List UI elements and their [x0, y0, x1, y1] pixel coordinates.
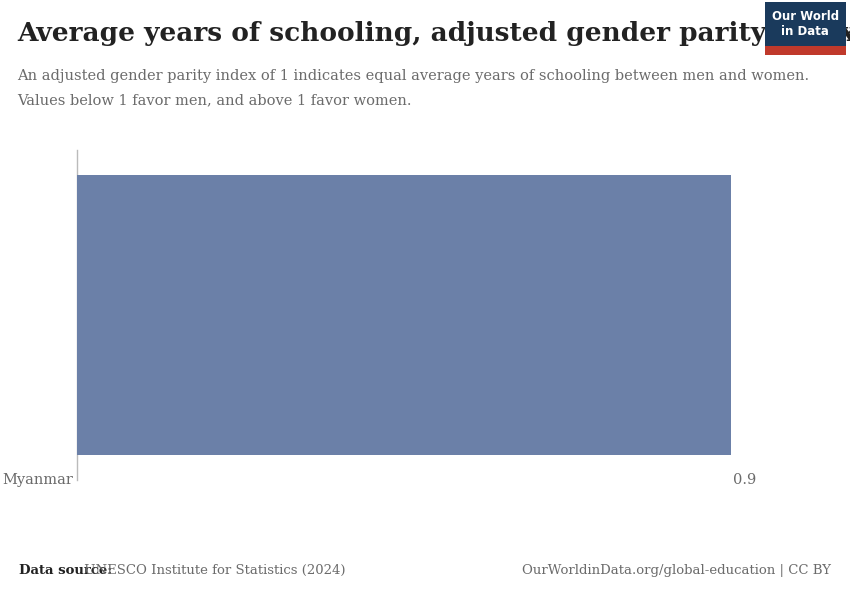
Text: UNESCO Institute for Statistics (2024): UNESCO Institute for Statistics (2024) — [80, 564, 345, 577]
Text: Our World
in Data: Our World in Data — [772, 10, 839, 38]
Text: Average years of schooling, adjusted gender parity index, 2019: Average years of schooling, adjusted gen… — [17, 21, 850, 46]
Text: OurWorldinData.org/global-education | CC BY: OurWorldinData.org/global-education | CC… — [522, 564, 831, 577]
Text: Data source:: Data source: — [19, 564, 112, 577]
Text: Values below 1 favor men, and above 1 favor women.: Values below 1 favor men, and above 1 fa… — [17, 93, 411, 107]
Bar — [76, 175, 730, 455]
Text: 0.9: 0.9 — [734, 473, 756, 487]
Text: An adjusted gender parity index of 1 indicates equal average years of schooling : An adjusted gender parity index of 1 ind… — [17, 69, 809, 83]
Text: Myanmar: Myanmar — [3, 473, 74, 487]
